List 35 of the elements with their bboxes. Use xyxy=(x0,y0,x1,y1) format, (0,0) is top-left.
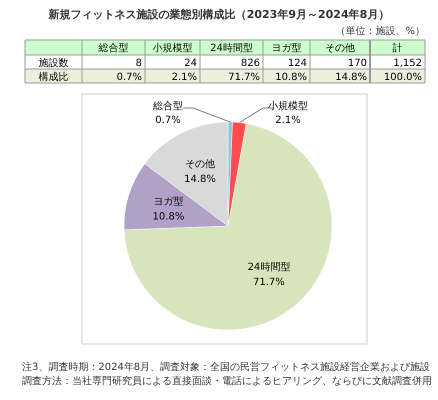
text: 8 xyxy=(136,58,142,69)
slice-label: 24時間型 xyxy=(248,261,290,274)
data-label: 14.8% xyxy=(184,174,216,186)
text: （単位：施設、%） xyxy=(335,25,425,37)
category-label: その他 xyxy=(325,43,355,54)
text: 14.8% xyxy=(335,72,367,83)
text: 10.8% xyxy=(275,72,307,83)
text: 調査方法：当社専門研究員による直接面談・電話によるヒアリング、ならびに文献調査併用 xyxy=(22,375,432,387)
category-label: ヨガ型 xyxy=(272,43,302,54)
text: 826 xyxy=(240,58,260,69)
slice-label: ヨガ型 xyxy=(153,195,184,208)
text: 124 xyxy=(288,58,307,69)
text: 100.0% xyxy=(384,72,422,83)
text: 施設数 xyxy=(38,57,68,69)
data-label: 71.7% xyxy=(253,277,285,288)
text: 2.1% xyxy=(172,72,197,83)
text: 0.7% xyxy=(116,72,142,83)
text: 71.7% xyxy=(228,72,260,83)
data-label: 2.1% xyxy=(275,115,301,126)
category-label: 小規模型 xyxy=(152,43,192,54)
category-label: 24時間型 xyxy=(210,43,253,54)
pie-slice xyxy=(124,123,332,330)
text: 1,152 xyxy=(393,58,422,69)
slice-label: 総合型 xyxy=(152,100,183,112)
text: 構成比 xyxy=(38,71,68,83)
slice-label: その他 xyxy=(185,158,216,170)
chart-title: 新規フィットネス施設の業態別構成比（2023年9月～2024年8月） xyxy=(48,8,390,21)
data-label: 10.8% xyxy=(152,211,184,222)
text: 注3、調査時期：2024年8月、調査対象：全国の民営フィットネス施設経営企業および施設 xyxy=(22,361,430,373)
slice-label: 小規模型 xyxy=(268,100,308,112)
text: 24 xyxy=(184,58,197,69)
data-label: 0.7% xyxy=(155,115,181,126)
text: 170 xyxy=(348,58,367,69)
text: 計 xyxy=(392,42,402,54)
category-label: 総合型 xyxy=(98,43,128,54)
